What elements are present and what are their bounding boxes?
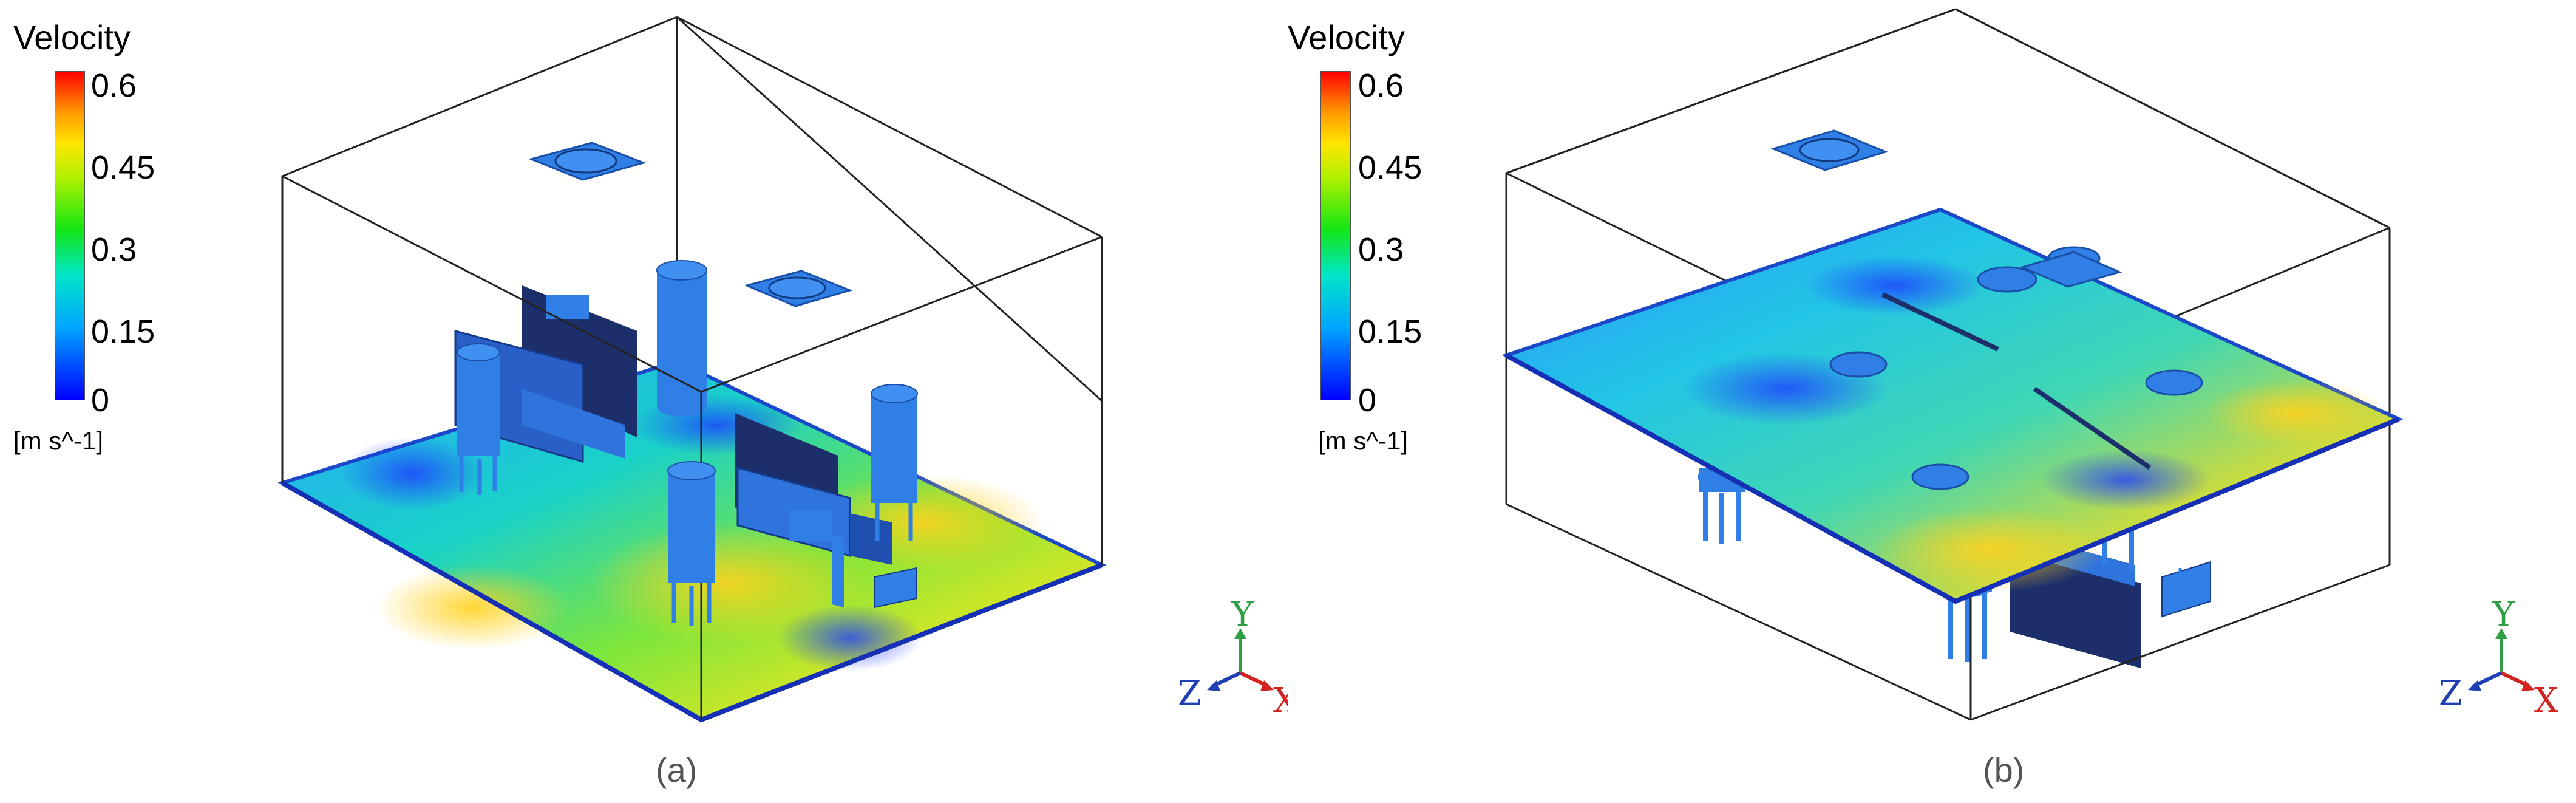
storage-tank [871, 384, 918, 541]
velocity-colorbar [55, 71, 85, 400]
y-axis-label: Y [1231, 595, 1254, 634]
colorbar-tick-max: 0.6 [91, 67, 137, 104]
storage-tank [667, 461, 716, 626]
storage-tank [656, 260, 707, 417]
z-axis-label: Z [2439, 674, 2462, 713]
panel-edge [1881, 292, 1999, 352]
tank-top [1911, 463, 1969, 490]
y-axis-label: Y [2492, 595, 2515, 634]
simulation-scene-a: Y X Z [277, 16, 1288, 723]
velocity-colorbar [1320, 71, 1351, 400]
z-axis-label: Z [1178, 674, 1201, 713]
colorbar-tick: 0.15 [1358, 313, 1422, 350]
panel-caption: (b) [1983, 751, 2025, 789]
x-axis-label: X [2534, 681, 2558, 720]
panel-b: Velocity 0.6 0.45 0.3 0.15 0 [m s^-1] [1288, 0, 2576, 803]
high-velocity-zone [589, 522, 868, 644]
low-velocity-zone [340, 437, 486, 510]
colorbar-tick: 0.45 [91, 149, 155, 186]
axis-triad: Y X Z [2439, 595, 2558, 720]
ceiling-vent [1770, 129, 1889, 171]
control-box [874, 567, 917, 609]
low-velocity-zone [1804, 255, 1986, 316]
legend-unit: [m s^-1] [1318, 426, 1409, 455]
axis-triad: Y X Z [1178, 595, 1288, 720]
ceiling-vent [744, 270, 853, 307]
tank-tops [1829, 246, 2203, 490]
tank-top [1977, 266, 2037, 293]
colorbar-tick-min: 0 [91, 382, 110, 419]
ceiling-vent [528, 142, 647, 181]
legend-unit: [m s^-1] [13, 426, 104, 455]
legend-title: Velocity [13, 18, 131, 56]
ceiling-vent [2019, 251, 2122, 288]
x-axis-label: X [1273, 681, 1288, 720]
colorbar-tick: 0.3 [91, 231, 137, 268]
high-velocity-zone [376, 565, 571, 650]
domain-box-front [281, 16, 1103, 565]
tank-top [1829, 351, 1888, 378]
machine-panel [735, 413, 892, 607]
panel-a: Velocity 0.6 0.45 0.3 0.15 0 [m s^-1] [13, 16, 1288, 789]
control-box [2161, 561, 2211, 618]
colorbar-tick-min: 0 [1358, 382, 1377, 419]
domain-box-front [1506, 8, 2390, 229]
simulation-scene-b: Y X Z [1501, 8, 2558, 721]
tank-top [2145, 369, 2203, 396]
colorbar-tick: 0.3 [1358, 231, 1404, 268]
high-velocity-zone [2204, 380, 2387, 446]
low-velocity-zone [2041, 449, 2211, 510]
storage-tank [457, 343, 500, 495]
legend-title: Velocity [1288, 18, 1405, 56]
layer-edge-particles [1505, 353, 2400, 604]
panel-edge [2033, 386, 2152, 470]
colorbar-tick-max: 0.6 [1358, 67, 1404, 104]
low-velocity-zone [777, 604, 923, 671]
colorbar-tick: 0.45 [1358, 149, 1422, 186]
high-velocity-zone [1874, 507, 2104, 592]
panel-caption: (a) [656, 751, 698, 789]
colorbar-tick: 0.15 [91, 313, 155, 350]
